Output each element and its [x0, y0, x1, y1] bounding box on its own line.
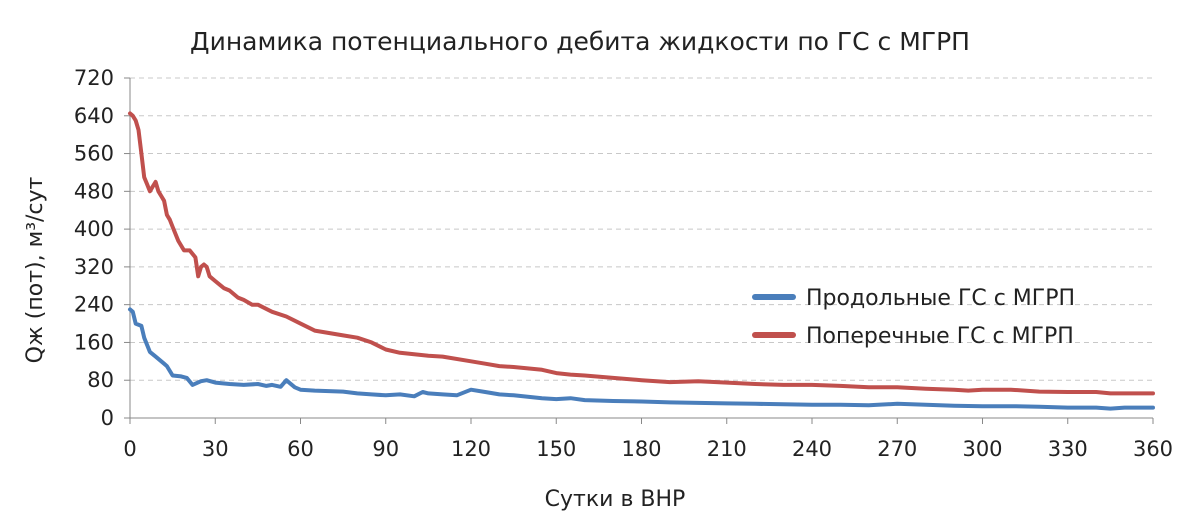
- legend-item-longitudinal: Продольные ГС с МГРП: [752, 286, 1075, 311]
- legend-item-transverse: Поперечные ГС с МГРП: [752, 324, 1074, 349]
- y-tick-label: 320: [74, 255, 114, 279]
- y-axis-title: Qж (пот), м³/сут: [23, 176, 48, 363]
- y-tick-label: 240: [74, 293, 114, 317]
- legend-label-longitudinal: Продольные ГС с МГРП: [806, 286, 1075, 311]
- y-tick-label: 720: [74, 66, 114, 90]
- chart-title: Динамика потенциального дебита жидкости …: [190, 27, 970, 56]
- x-tick-label: 180: [621, 437, 661, 461]
- x-tick-label: 240: [792, 437, 832, 461]
- axes: 0 80 160 240 320 400 480 560 640 720 0 30 60 90 120 150…: [74, 66, 1173, 461]
- y-tick-label: 480: [74, 179, 114, 203]
- x-tick-label: 150: [536, 437, 576, 461]
- series-line-transverse: [128, 111, 1155, 396]
- x-tick-label: 60: [287, 437, 314, 461]
- series-lines: [128, 111, 1155, 411]
- x-tick-label: 90: [372, 437, 399, 461]
- y-tick-label: 560: [74, 142, 114, 166]
- legend: Продольные ГС с МГРП Поперечные ГС с МГР…: [752, 286, 1075, 349]
- legend-label-transverse: Поперечные ГС с МГРП: [806, 324, 1074, 349]
- x-tick-label: 120: [451, 437, 491, 461]
- x-tick-label: 0: [123, 437, 136, 461]
- y-tick-label: 160: [74, 330, 114, 354]
- x-tick-label: 330: [1048, 437, 1088, 461]
- y-tick-label: 640: [74, 104, 114, 128]
- series-line-longitudinal: [128, 307, 1155, 411]
- y-tick-label: 0: [101, 406, 114, 430]
- x-tick-label: 210: [707, 437, 747, 461]
- x-tick-label: 300: [962, 437, 1002, 461]
- x-tick-label: 30: [202, 437, 229, 461]
- y-tick-label: 400: [74, 217, 114, 241]
- x-axis-title: Сутки в ВНР: [545, 487, 686, 512]
- x-tick-label: 360: [1133, 437, 1173, 461]
- y-tick-label: 80: [87, 368, 114, 392]
- x-tick-label: 270: [877, 437, 917, 461]
